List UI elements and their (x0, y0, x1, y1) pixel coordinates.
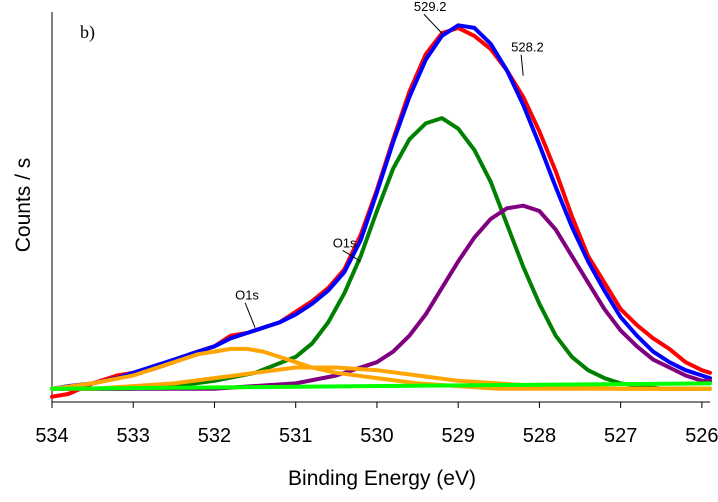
series-line-3 (50, 203, 712, 391)
annotation-label: O1s (333, 235, 357, 250)
panel-label: b) (80, 22, 95, 43)
annotation-leader (244, 302, 256, 328)
annotation-label: O1s (235, 288, 259, 303)
annotation-leader (520, 54, 524, 76)
x-tick-label: 532 (198, 425, 231, 447)
x-tick-label: 529 (441, 425, 474, 447)
series-line-6 (50, 381, 712, 391)
x-tick-label: 531 (279, 425, 312, 447)
annotation-label: 528.2 (511, 40, 544, 55)
annotation-leader (342, 249, 361, 262)
annotation-label: 529.2 (414, 0, 447, 14)
x-tick-label: 526 (685, 425, 718, 447)
series-layer (50, 23, 712, 399)
series-line-1 (50, 23, 712, 391)
x-ticks (51, 402, 703, 408)
x-tick-label: 530 (360, 425, 393, 447)
series-line-2 (50, 116, 712, 391)
x-tick-label: 533 (117, 425, 150, 447)
y-axis-title: Counts / s (12, 158, 35, 253)
series-line-0 (50, 25, 712, 399)
series-line-4 (50, 346, 712, 391)
x-tick-label: 528 (523, 425, 556, 447)
annotation-layer: 529.2 528.2 O1s O1s (235, 0, 544, 328)
x-axis-title: Binding Energy (eV) (288, 467, 476, 490)
x-tick-label: 527 (604, 425, 637, 447)
axes (51, 12, 710, 403)
x-tick-label: 534 (35, 425, 68, 447)
annotation-leader (423, 13, 443, 34)
